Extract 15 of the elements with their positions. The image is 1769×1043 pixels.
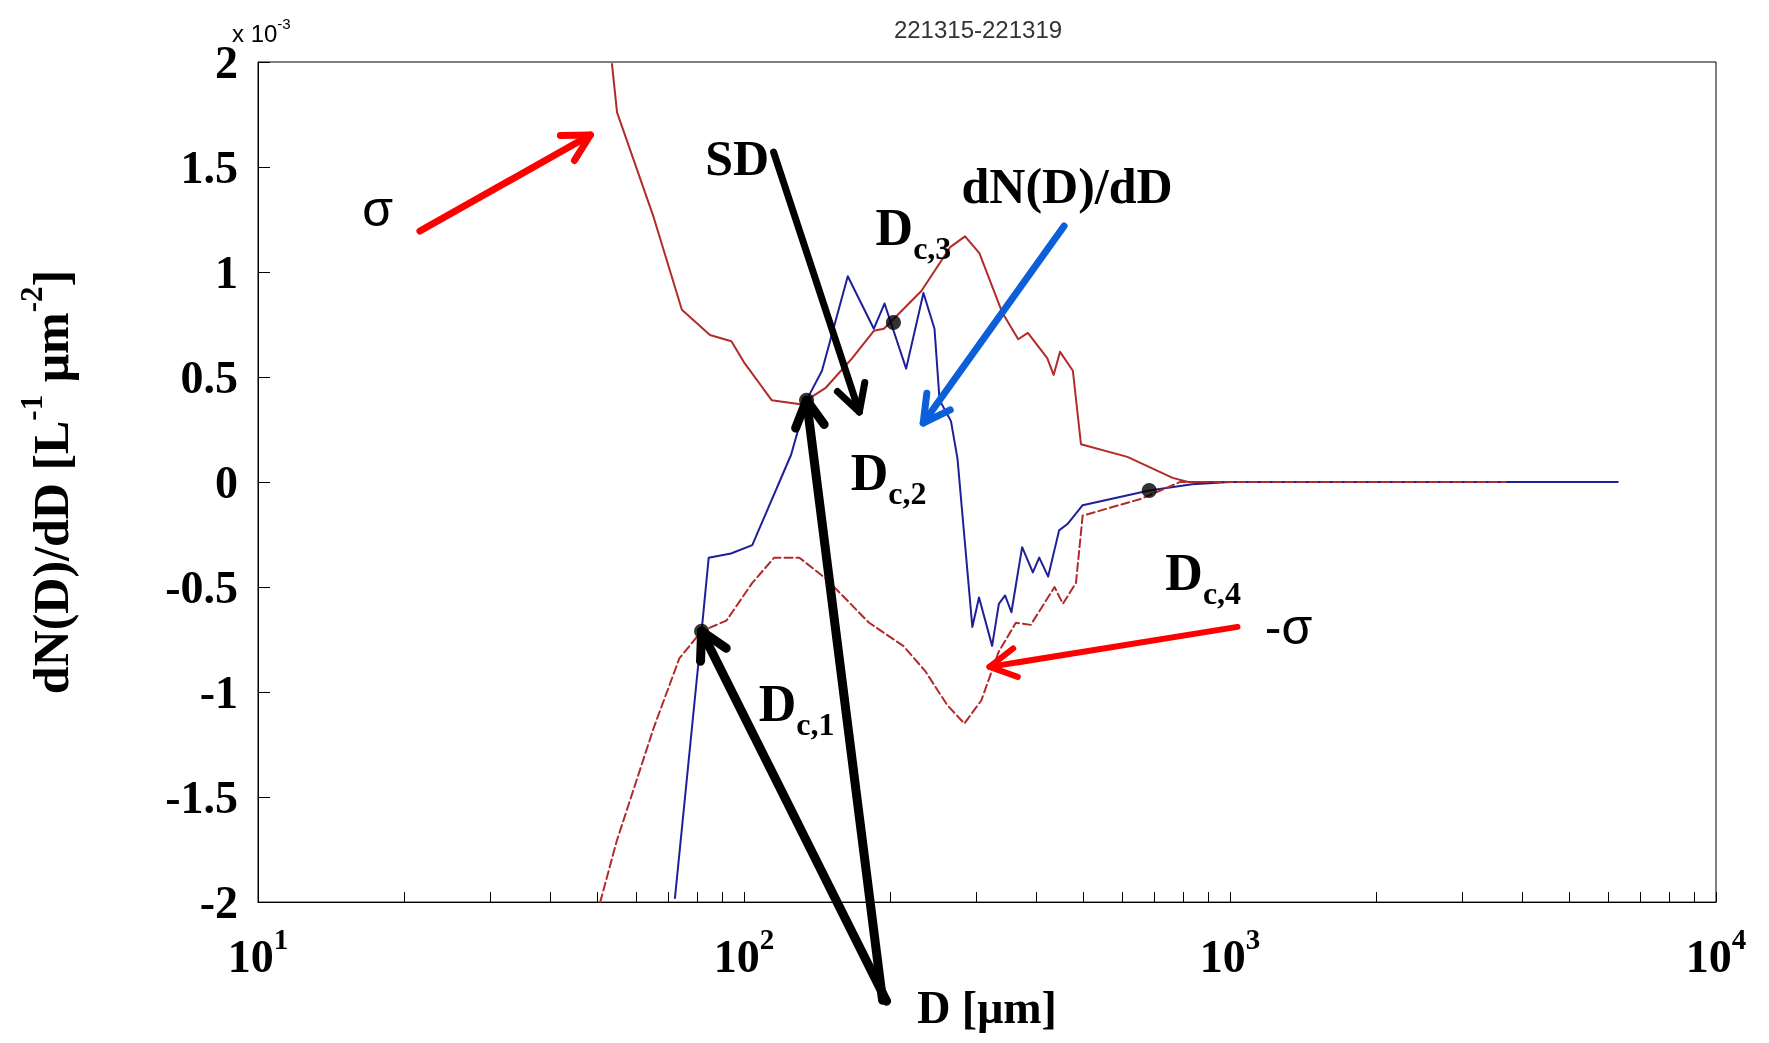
y-tick-label: -0.5 xyxy=(165,561,238,613)
x-axis-title: D [μm] xyxy=(917,981,1057,1033)
y-axis-title: dN(D)/dD [L-1 μm-2] xyxy=(14,269,79,695)
y-tick-label: -1 xyxy=(199,666,238,718)
annotation: dN(D)/dD xyxy=(961,157,1173,214)
y-tick-label: 0 xyxy=(215,456,238,508)
y-tick-label: 1 xyxy=(215,246,238,298)
annotation: SD xyxy=(705,130,770,187)
y-tick-label: 1.5 xyxy=(180,141,238,193)
y-tick-label: -1.5 xyxy=(165,771,238,823)
annotation: -σ xyxy=(1264,598,1313,655)
y-tick-label: -2 xyxy=(199,876,238,928)
annotation: σ xyxy=(362,181,394,238)
y-tick-label: 0.5 xyxy=(180,351,238,403)
chart-title: 221315-221319 xyxy=(893,15,1063,43)
